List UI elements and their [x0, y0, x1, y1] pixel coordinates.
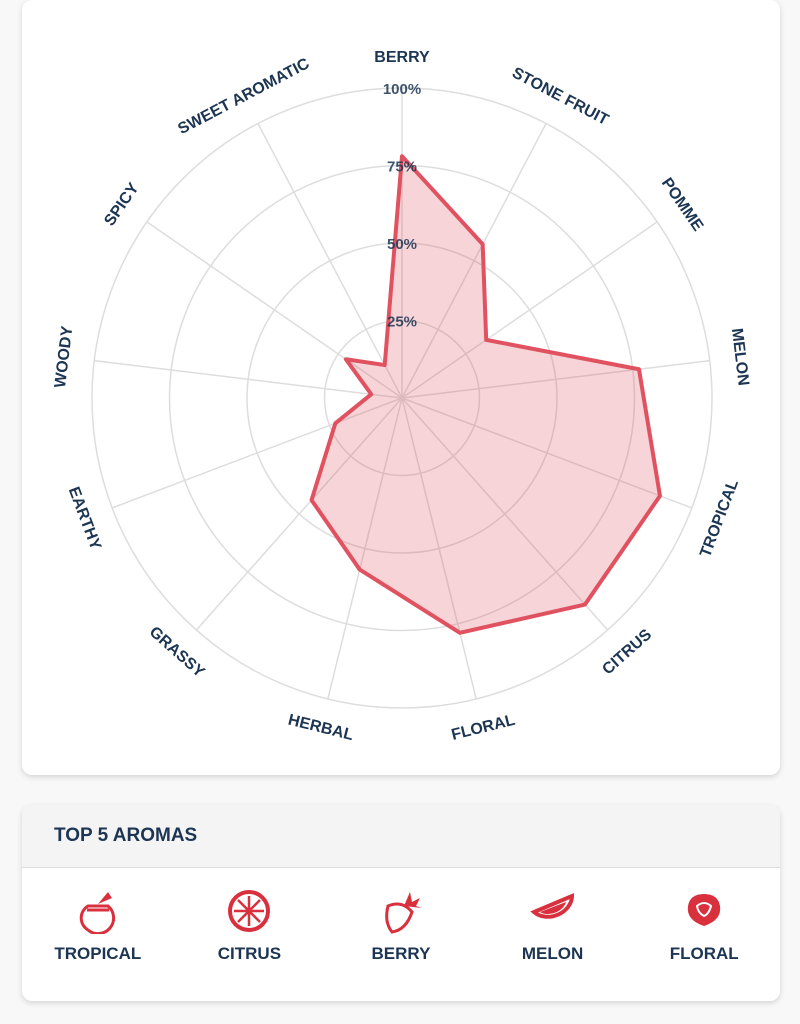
spoke: [401, 397, 609, 631]
melon-icon: [529, 892, 574, 919]
r-tick-label: 50%: [387, 236, 417, 253]
spoke: [401, 123, 547, 399]
spoke: [327, 397, 403, 700]
category-label: STONE FRUIT: [509, 64, 611, 129]
category-label: POMME: [658, 175, 707, 235]
category-label: MELON: [728, 327, 752, 386]
aroma-item: TROPICAL: [28, 888, 168, 964]
category-label: SPICY: [101, 180, 142, 229]
citrus-icon: [228, 890, 271, 932]
top-aromas-card: TOP 5 AROMAS TROPICAL CITRUS BERRY MELON…: [22, 805, 780, 1001]
floral-icon: [687, 894, 721, 926]
category-label: WOODY: [52, 325, 76, 389]
radar-card: 25% 50% 75% 100% BERRY STONE FRUIT POMME MELON T…: [22, 0, 780, 775]
aroma-label: CITRUS: [217, 944, 282, 963]
spoke: [195, 397, 403, 631]
spoke: [257, 123, 403, 399]
category-label: FLORAL: [450, 712, 517, 744]
category-label: TROPICAL: [697, 477, 742, 560]
category-label: CITRUS: [599, 626, 655, 678]
tropical-icon: [79, 892, 115, 934]
berry-icon: [385, 892, 422, 934]
spoke: [111, 397, 403, 509]
spoke: [401, 221, 658, 399]
aroma-list: TROPICAL CITRUS BERRY MELON FLORAL: [22, 868, 780, 964]
aroma-item: BERRY: [331, 888, 471, 964]
aroma-item: FLORAL: [634, 888, 774, 964]
aroma-label: TROPICAL: [54, 944, 142, 963]
spoke: [401, 359, 710, 399]
r-tick-label: 100%: [383, 81, 421, 98]
chart: 25% 50% 75% 100% BERRY STONE FRUIT POMME MELON T…: [52, 49, 752, 745]
aroma-item: MELON: [483, 888, 623, 964]
aroma-item: CITRUS: [179, 888, 319, 964]
spoke: [401, 397, 477, 700]
r-tick-label: 75%: [387, 158, 417, 175]
radar-area: [309, 154, 662, 635]
spoke: [94, 359, 403, 399]
aroma-label: BERRY: [371, 944, 431, 963]
section-title: TOP 5 AROMAS: [22, 805, 780, 868]
r-tick-label: 25%: [387, 313, 417, 330]
category-label: EARTHY: [65, 485, 104, 553]
category-label: HERBAL: [286, 712, 355, 745]
category-label: BERRY: [374, 49, 430, 66]
aroma-label: MELON: [521, 944, 584, 963]
spoke: [146, 221, 403, 399]
category-label: SWEET AROMATIC: [175, 55, 312, 138]
aroma-label: FLORAL: [669, 944, 739, 963]
spoke: [401, 397, 693, 509]
